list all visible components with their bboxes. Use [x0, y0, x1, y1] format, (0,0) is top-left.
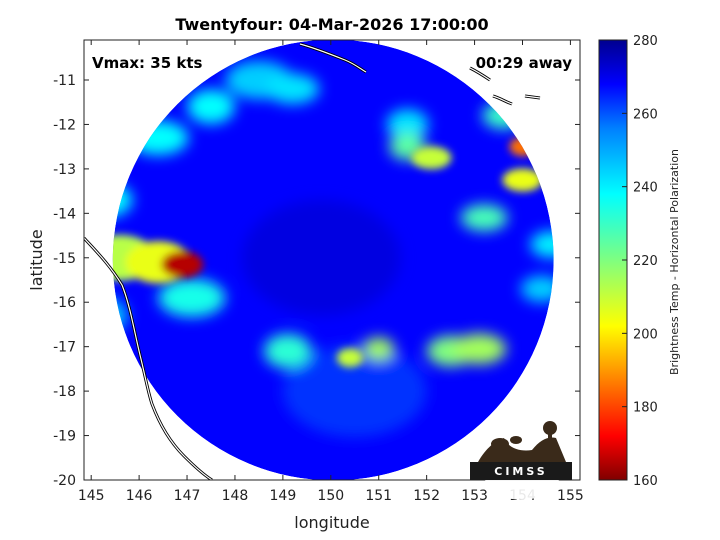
x-tick-label: 150 [317, 488, 344, 504]
x-tick-label: 153 [461, 488, 488, 504]
precip-feature [502, 168, 543, 192]
precip-feature [452, 333, 507, 365]
x-axis-ticks: 145146147148149150151152153154155 [78, 40, 584, 504]
y-axis-ticks: -11 -12 -13 -14 -15 -16 -17 -18 -19 -20 [53, 73, 580, 489]
colorbar-ticks: 280 260 240 220 200 180 160 [622, 34, 658, 489]
colorbar-tick-label: 180 [633, 401, 658, 416]
precip-feature [460, 204, 508, 232]
x-tick-label: 149 [270, 488, 297, 504]
x-tick-label: 151 [365, 488, 392, 504]
x-tick-label: 145 [78, 488, 105, 504]
x-tick-label: 155 [557, 488, 584, 504]
colorbar-label: Brightness Temp - Horizontal Polarizatio… [668, 149, 681, 375]
precip-feature [158, 278, 226, 317]
chart-title: Twentyfour: 04-Mar-2026 17:00:00 [175, 15, 488, 34]
x-tick-label: 148 [222, 488, 249, 504]
time-away-label: 00:29 away [476, 54, 573, 72]
y-axis-label: latitude [27, 229, 46, 290]
colorbar-tick-label: 240 [633, 181, 658, 196]
brightness-temp-swath [112, 40, 554, 480]
y-tick-label: -17 [53, 340, 76, 356]
y-tick-label: -12 [53, 117, 76, 133]
precip-feature [411, 146, 452, 170]
colorbar-tick-label: 160 [633, 474, 658, 489]
cimss-logo: CIMSS [470, 412, 572, 500]
colorbar-tick-label: 280 [633, 34, 658, 49]
y-tick-label: -14 [53, 206, 76, 222]
colorbar-tick-label: 200 [633, 327, 658, 342]
precip-feature [263, 333, 312, 369]
precip-feature [362, 337, 395, 361]
vmax-label: Vmax: 35 kts [92, 54, 202, 72]
precip-feature [265, 73, 320, 105]
precip-feature [282, 345, 427, 438]
x-axis-label: longitude [294, 513, 369, 532]
coastline [84, 42, 541, 480]
y-tick-label: -11 [53, 73, 76, 89]
precip-feature [187, 89, 235, 124]
x-tick-label: 146 [126, 488, 153, 504]
x-tick-label: 147 [174, 488, 201, 504]
x-tick-label: 152 [413, 488, 440, 504]
y-tick-label: -18 [53, 384, 76, 400]
cimss-logo-text: CIMSS [494, 465, 547, 478]
y-tick-label: -20 [53, 473, 76, 489]
precip-feature [161, 251, 204, 278]
y-tick-label: -19 [53, 429, 76, 445]
colorbar-tick-label: 220 [633, 254, 658, 269]
colorbar-tick-label: 260 [633, 107, 658, 122]
y-tick-label: -16 [53, 295, 76, 311]
precip-cores [112, 137, 543, 368]
precip-feature [336, 348, 364, 368]
precip-feature [530, 231, 554, 258]
precip-feature [242, 200, 401, 316]
axes-frame [83, 39, 581, 481]
y-tick-label: -13 [53, 162, 76, 178]
y-tick-label: -15 [53, 251, 76, 267]
precip-feature [386, 109, 429, 140]
